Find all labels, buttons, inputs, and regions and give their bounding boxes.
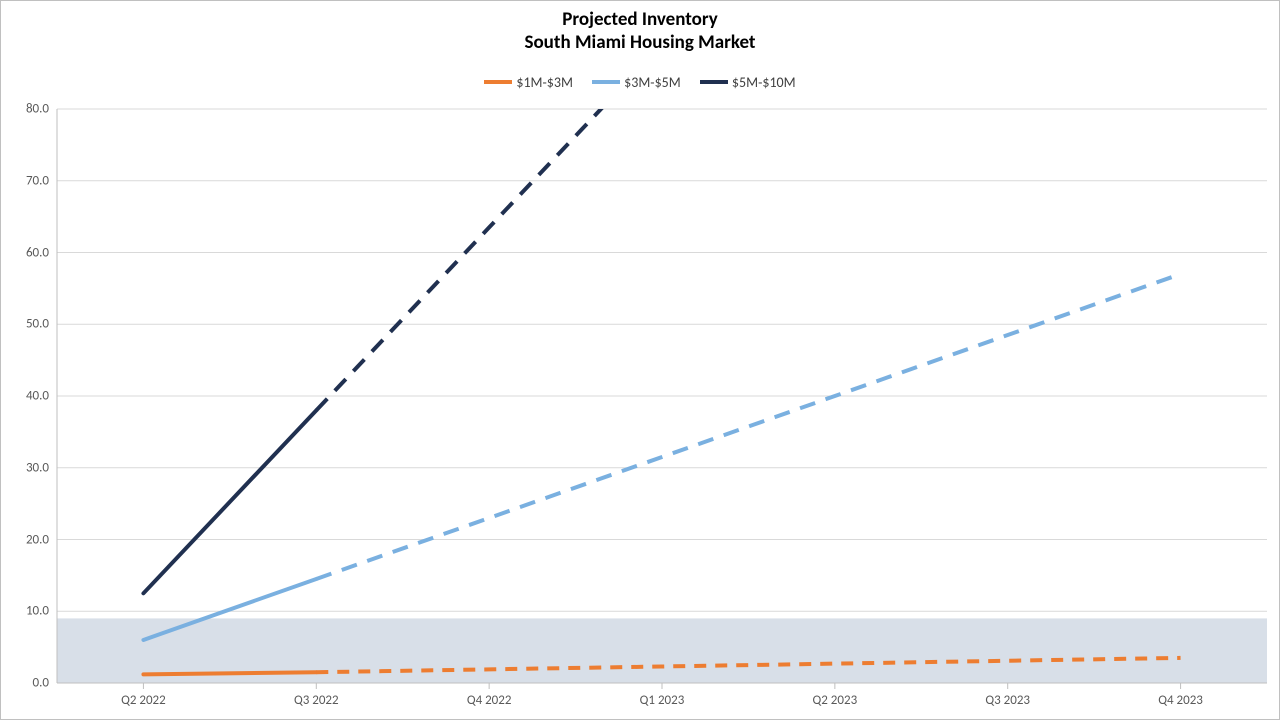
y-tick-label: 20.0: [9, 532, 49, 547]
y-tick-label: 10.0: [9, 604, 49, 619]
x-tick-label: Q3 2023: [985, 693, 1030, 708]
y-tick-label: 0.0: [9, 676, 49, 691]
x-tick-label: Q1 2023: [640, 693, 685, 708]
y-tick-label: 30.0: [9, 460, 49, 475]
y-tick-label: 80.0: [9, 102, 49, 117]
x-tick-label: Q2 2022: [121, 693, 166, 708]
chart-container: Projected Inventory South Miami Housing …: [0, 0, 1280, 720]
y-tick-label: 40.0: [9, 389, 49, 404]
x-tick-label: Q4 2022: [467, 693, 512, 708]
x-tick-label: Q4 2023: [1158, 693, 1203, 708]
y-tick-label: 60.0: [9, 245, 49, 260]
y-tick-label: 70.0: [9, 173, 49, 188]
y-tick-label: 50.0: [9, 317, 49, 332]
x-tick-label: Q3 2022: [294, 693, 339, 708]
chart-plot-svg: [1, 1, 1280, 721]
x-tick-label: Q2 2023: [813, 693, 858, 708]
